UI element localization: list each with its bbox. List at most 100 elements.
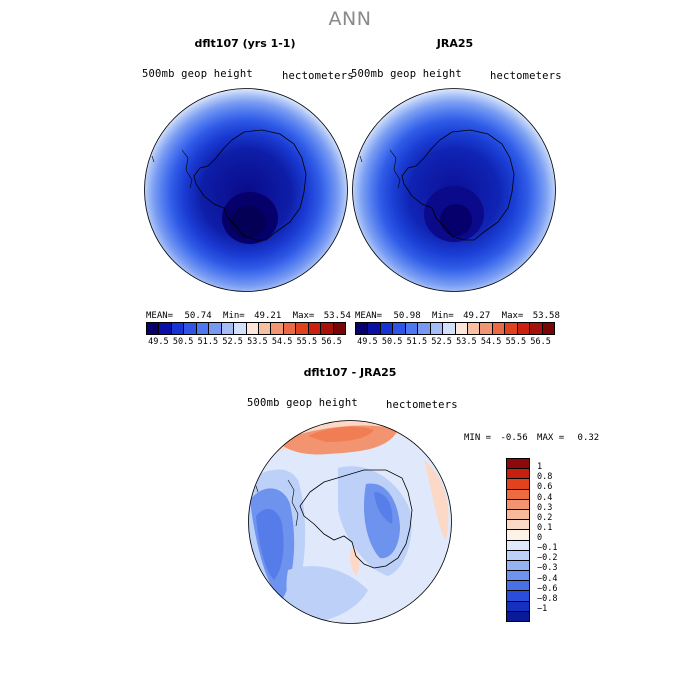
right-colorbar-swatch [467, 323, 481, 334]
left-colorbar-swatch [308, 323, 322, 334]
left-colorbar-tick-label: 54.5 [271, 337, 293, 347]
left-map-border [144, 88, 348, 292]
left-colorbar-swatch [258, 323, 272, 334]
diff-colorbar-tick-label: −0.6 [537, 583, 558, 594]
right-colorbar-swatch [405, 323, 419, 334]
diff-colorbar-tick-label: −0.4 [537, 573, 558, 584]
left-colorbar-swatch [296, 323, 309, 334]
right-colorbar-tick-label: 50.5 [381, 337, 403, 347]
left-colorbar-swatch [196, 323, 210, 334]
right-colorbar-swatch [480, 323, 493, 334]
diff-colorbar-swatch [507, 591, 529, 602]
right-low-center [440, 204, 472, 236]
diff-negative-anomaly-east [363, 483, 400, 559]
left-max-label: Max= [292, 311, 315, 321]
right-units-label: hectometers [490, 70, 562, 82]
left-panel-title: dflt107 (yrs 1-1) [194, 37, 296, 50]
left-colorbar-tick-label: 50.5 [172, 337, 194, 347]
diff-colorbar-swatch [507, 489, 529, 500]
diff-colorbar-swatch [507, 459, 529, 470]
right-min-label: Min= [432, 311, 454, 321]
diff-colorbar-tick-label: 0.3 [537, 502, 553, 513]
left-colorbar-swatch [221, 323, 235, 334]
right-colorbar-swatch [418, 323, 431, 334]
diff-map-border [248, 420, 452, 624]
left-colorbar-swatch [271, 323, 284, 334]
diff-colorbar-swatch [507, 571, 529, 582]
left-colorbar-swatch [209, 323, 222, 334]
left-max-value: 53.54 [323, 311, 351, 321]
right-colorbar-tick-label: 53.5 [456, 337, 477, 347]
right-colorbar [355, 322, 555, 335]
diff-colorbar-tick-label: −0.2 [537, 553, 558, 564]
diff-colorbar-swatch [507, 479, 529, 490]
right-colorbar-tick-label: 51.5 [406, 337, 428, 347]
right-colorbar-tick-label: 55.5 [505, 337, 527, 347]
diff-colorbar-swatch [507, 540, 529, 551]
diff-polar-map [248, 420, 452, 624]
right-mean-value: 50.98 [393, 311, 421, 321]
left-mean-label: MEAN= [146, 311, 174, 321]
right-colorbar-swatch [492, 323, 506, 334]
main-title: ANN [328, 8, 372, 30]
right-colorbar-swatch [505, 323, 518, 334]
right-colorbar-tick-label: 54.5 [480, 337, 502, 347]
left-mean-value: 50.74 [184, 311, 212, 321]
left-polar-map [144, 88, 348, 292]
diff-colorbar-swatch [507, 581, 529, 592]
left-colorbar-swatch [333, 323, 345, 334]
diff-colorbar-tick-label: −0.3 [537, 563, 558, 574]
left-colorbar-swatch [147, 323, 160, 334]
diff-colorbar-swatch [507, 520, 529, 531]
right-variable-label: 500mb geop height [351, 68, 462, 80]
diff-colorbar-swatch [507, 469, 529, 480]
left-map-background [144, 88, 348, 292]
right-colorbar-swatch [393, 323, 406, 334]
diff-colorbar [506, 458, 530, 622]
left-variable-label: 500mb geop height [142, 68, 253, 80]
diff-max-value: 0.32 [577, 433, 600, 443]
diff-colorbar-tick-label: 0.6 [537, 482, 553, 493]
right-max-label: Max= [501, 311, 524, 321]
diff-colorbar-tick-label: −1 [537, 603, 548, 614]
left-colorbar-tick-label: 56.5 [321, 337, 342, 347]
diff-colorbar-tick-label: 1 [537, 462, 543, 473]
left-colorbar-labels: 49.5 50.5 51.5 52.5 53.5 54.5 55.5 56.5 [146, 337, 344, 349]
right-mean-label: MEAN= [355, 311, 383, 321]
left-colorbar-tick-label: 49.5 [148, 337, 169, 347]
right-colorbar-swatch [430, 323, 444, 334]
diff-units-label: hectometers [386, 399, 458, 411]
left-colorbar-swatch [283, 323, 297, 334]
left-colorbar-swatch [184, 323, 197, 334]
right-min-value: 49.27 [463, 311, 491, 321]
left-colorbar-swatch [234, 323, 247, 334]
diff-colorbar-tick-label: 0.4 [537, 492, 553, 503]
right-colorbar-swatch [380, 323, 394, 334]
right-colorbar-swatch [517, 323, 531, 334]
right-colorbar-swatch [455, 323, 468, 334]
diff-colorbar-swatch [507, 499, 529, 510]
right-colorbar-swatch [542, 323, 554, 334]
diff-colorbar-tick-label: 0.8 [537, 472, 553, 483]
left-colorbar-tick-label: 55.5 [296, 337, 318, 347]
diff-colorbar-swatch [507, 530, 529, 541]
right-colorbar-swatch [368, 323, 381, 334]
diff-colorbar-tick-label: 0 [537, 533, 543, 543]
diff-min-value: -0.56 [500, 433, 528, 443]
diff-panel-title: dflt107 - JRA25 [303, 366, 397, 379]
left-min-label: Min= [223, 311, 245, 321]
left-colorbar-tick-label: 51.5 [197, 337, 219, 347]
diff-colorbar-swatch [507, 550, 529, 561]
right-panel-title: JRA25 [436, 37, 474, 50]
diff-variable-label: 500mb geop height [247, 397, 358, 409]
left-colorbar-tick-label: 53.5 [247, 337, 268, 347]
left-colorbar-tick-label: 52.5 [222, 337, 243, 347]
right-stats: MEAN= 50.98 Min= 49.27 Max= 53.58 [355, 311, 560, 321]
diff-antarctica-outline [299, 469, 413, 569]
left-antarctica-outline [193, 129, 307, 241]
diff-colorbar-labels: 1 0.8 0.6 0.4 0.3 0.2 0.1 0 −0.1 −0.2 −0.3 −0.4 −0.6… [537, 458, 577, 620]
diff-colorbar-swatch [507, 601, 529, 612]
right-colorbar-swatch [530, 323, 543, 334]
left-min-value: 49.21 [254, 311, 282, 321]
diff-max-label: MAX = [537, 433, 565, 443]
